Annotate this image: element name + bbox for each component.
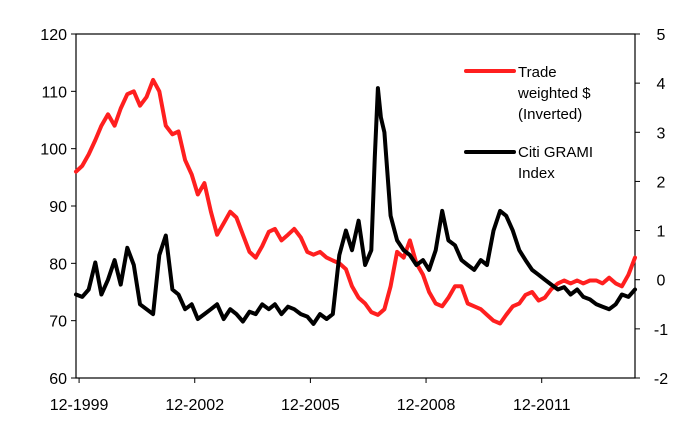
legend-label: weighted $ [517, 85, 591, 102]
legend-label: Citi GRAMI [518, 144, 593, 161]
left-tick-label: 110 [41, 84, 67, 101]
right-tick-label: 4 [657, 76, 666, 93]
legend-entry-trade-weighted: Trade weighted $ (Inverted) [464, 64, 591, 123]
left-tick-label: 80 [49, 256, 67, 273]
right-tick-label: 5 [657, 27, 666, 44]
right-y-axis: -2 -1 0 1 2 3 4 5 [635, 27, 668, 388]
series-line-trade-weighted [74, 77, 637, 326]
x-axis: 12-1999 12-2002 12-2005 12-2008 12-2011 [50, 378, 571, 414]
series-line-citi-grami [74, 86, 637, 326]
legend-entry-citi-grami: Citi GRAMI Index [464, 144, 593, 182]
left-tick-label: 100 [40, 142, 67, 159]
right-tick-label: 2 [657, 174, 666, 191]
right-tick-label: 3 [657, 125, 666, 142]
series-layer [74, 77, 637, 326]
x-tick-label: 12-2008 [397, 397, 456, 414]
left-y-axis: 60 70 80 90 100 110 120 [40, 27, 76, 388]
x-tick-label: 12-1999 [50, 397, 109, 414]
legend-label: Trade [518, 64, 557, 81]
right-tick-label: -2 [654, 371, 668, 388]
legend-label: Index [518, 165, 555, 182]
right-tick-label: 1 [657, 224, 666, 241]
x-tick-label: 12-2011 [513, 397, 571, 414]
x-tick-label: 12-2002 [165, 397, 224, 414]
left-tick-label: 120 [40, 27, 67, 44]
left-tick-label: 90 [49, 199, 67, 216]
right-tick-label: -1 [654, 322, 668, 339]
legend-label: (Inverted) [518, 106, 582, 123]
left-tick-label: 60 [49, 371, 67, 388]
legend: Trade weighted $ (Inverted) Citi GRAMI Index [464, 64, 593, 182]
left-tick-label: 70 [49, 314, 67, 331]
x-tick-label: 12-2005 [281, 397, 340, 414]
right-tick-label: 0 [657, 273, 666, 290]
